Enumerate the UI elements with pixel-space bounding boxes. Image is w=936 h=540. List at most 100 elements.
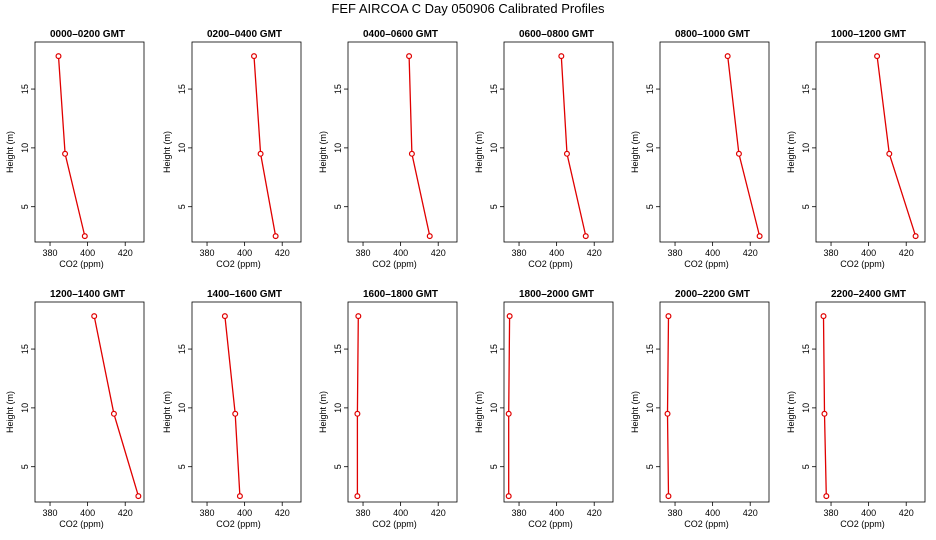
data-point bbox=[664, 410, 671, 417]
x-axis-label: CO2 (ppm) bbox=[840, 259, 885, 269]
data-point bbox=[55, 53, 62, 60]
profile-panel: 1200–1400 GMT 380 400 420 5 10 15 CO2 (ppm) Heig… bbox=[5, 289, 145, 529]
plot-frame bbox=[815, 41, 926, 243]
data-point bbox=[408, 150, 415, 157]
data-point bbox=[874, 53, 881, 60]
y-axis-label: Height (m) bbox=[786, 391, 796, 433]
y-axis-label: Height (m) bbox=[786, 131, 796, 173]
panel-title: 0400–0600 GMT bbox=[363, 29, 438, 40]
profile-panel: 1600–1800 GMT 380 400 420 5 10 15 CO2 (ppm) Heig… bbox=[318, 289, 458, 529]
panel-title: 0000–0200 GMT bbox=[50, 29, 125, 40]
profile-line bbox=[356, 316, 359, 497]
panel-title: 0800–1000 GMT bbox=[675, 29, 750, 40]
data-point bbox=[756, 233, 763, 240]
profile-panel: 1800–2000 GMT 380 400 420 5 10 15 CO2 (ppm) Heig… bbox=[474, 289, 614, 529]
data-point bbox=[406, 53, 413, 60]
profile-line bbox=[57, 56, 86, 237]
y-tick-label: 5 bbox=[645, 204, 655, 209]
profile-panel: 1000–1200 GMT 380 400 420 5 10 15 CO2 (ppm) Heig… bbox=[786, 29, 926, 269]
y-tick-label: 10 bbox=[333, 143, 343, 153]
y-tick-label: 15 bbox=[333, 84, 343, 94]
profile-line bbox=[408, 56, 431, 237]
x-tick-label: 380 bbox=[512, 508, 527, 518]
y-tick-label: 5 bbox=[177, 464, 187, 469]
x-tick-label: 400 bbox=[80, 248, 95, 258]
x-tick-label: 420 bbox=[587, 508, 602, 518]
x-axis-label: CO2 (ppm) bbox=[840, 519, 885, 529]
x-tick-label: 420 bbox=[431, 248, 446, 258]
y-tick-label: 5 bbox=[333, 464, 343, 469]
panel-title: 1400–1600 GMT bbox=[207, 289, 282, 300]
x-tick-label: 420 bbox=[899, 508, 914, 518]
x-tick-label: 400 bbox=[80, 508, 95, 518]
x-tick-label: 420 bbox=[275, 508, 290, 518]
y-axis-label: Height (m) bbox=[162, 391, 172, 433]
y-axis-label: Height (m) bbox=[474, 131, 484, 173]
y-tick-label: 10 bbox=[801, 143, 811, 153]
data-point bbox=[257, 150, 264, 157]
profile-line bbox=[253, 56, 277, 237]
plot-frame bbox=[347, 41, 458, 243]
data-point bbox=[735, 150, 742, 157]
data-point bbox=[272, 233, 279, 240]
y-axis-label: Height (m) bbox=[5, 391, 15, 433]
profile-line bbox=[93, 315, 140, 497]
y-tick-label: 10 bbox=[489, 403, 499, 413]
data-point bbox=[558, 53, 565, 60]
x-tick-label: 400 bbox=[861, 508, 876, 518]
x-tick-label: 380 bbox=[43, 248, 58, 258]
y-tick-label: 5 bbox=[489, 204, 499, 209]
x-tick-label: 380 bbox=[200, 508, 215, 518]
panel-title: 2000–2200 GMT bbox=[675, 289, 750, 300]
data-point bbox=[505, 493, 512, 500]
x-tick-label: 380 bbox=[668, 508, 683, 518]
profile-panel: 0200–0400 GMT 380 400 420 5 10 15 CO2 (ppm) Heig… bbox=[162, 29, 302, 269]
x-tick-label: 400 bbox=[705, 248, 720, 258]
data-point bbox=[354, 410, 361, 417]
x-axis-label: CO2 (ppm) bbox=[216, 259, 261, 269]
y-tick-label: 15 bbox=[489, 84, 499, 94]
data-point bbox=[355, 313, 362, 320]
data-point bbox=[354, 493, 361, 500]
x-tick-label: 420 bbox=[431, 508, 446, 518]
x-tick-label: 380 bbox=[356, 508, 371, 518]
y-tick-label: 15 bbox=[801, 84, 811, 94]
plot-frame bbox=[659, 301, 770, 503]
data-point bbox=[232, 410, 239, 417]
panels-grid: 0000–0200 GMT 380 400 420 5 10 15 CO2 (ppm) Heig… bbox=[5, 29, 926, 529]
x-tick-label: 380 bbox=[824, 248, 839, 258]
y-tick-label: 10 bbox=[801, 403, 811, 413]
y-tick-label: 15 bbox=[20, 84, 30, 94]
plot-frame bbox=[191, 41, 302, 243]
x-tick-label: 400 bbox=[237, 248, 252, 258]
x-axis-label: CO2 (ppm) bbox=[372, 259, 417, 269]
y-tick-label: 15 bbox=[645, 84, 655, 94]
x-axis-label: CO2 (ppm) bbox=[59, 519, 104, 529]
data-point bbox=[110, 410, 117, 417]
x-tick-label: 380 bbox=[512, 248, 527, 258]
profile-line bbox=[508, 316, 511, 497]
x-tick-label: 380 bbox=[356, 248, 371, 258]
y-tick-label: 10 bbox=[489, 143, 499, 153]
panel-title: 0600–0800 GMT bbox=[519, 29, 594, 40]
profile-line bbox=[560, 56, 587, 237]
panel-title: 0200–0400 GMT bbox=[207, 29, 282, 40]
x-axis-label: CO2 (ppm) bbox=[216, 519, 261, 529]
y-tick-label: 15 bbox=[20, 344, 30, 354]
profile-panel: 2200–2400 GMT 380 400 420 5 10 15 CO2 (ppm) Heig… bbox=[786, 289, 926, 529]
x-tick-label: 400 bbox=[705, 508, 720, 518]
x-tick-label: 400 bbox=[549, 508, 564, 518]
profile-line bbox=[666, 316, 670, 497]
plot-frame bbox=[503, 301, 614, 503]
data-point bbox=[724, 53, 731, 60]
data-point bbox=[221, 313, 228, 320]
y-tick-label: 10 bbox=[20, 403, 30, 413]
y-tick-label: 10 bbox=[645, 143, 655, 153]
plot-frame bbox=[503, 41, 614, 243]
profile-panel: 0800–1000 GMT 380 400 420 5 10 15 CO2 (ppm) Heig… bbox=[630, 29, 770, 269]
y-tick-label: 15 bbox=[177, 344, 187, 354]
y-tick-label: 5 bbox=[801, 204, 811, 209]
plot-frame bbox=[34, 301, 145, 503]
panel-title: 2200–2400 GMT bbox=[831, 289, 906, 300]
y-tick-label: 15 bbox=[177, 84, 187, 94]
